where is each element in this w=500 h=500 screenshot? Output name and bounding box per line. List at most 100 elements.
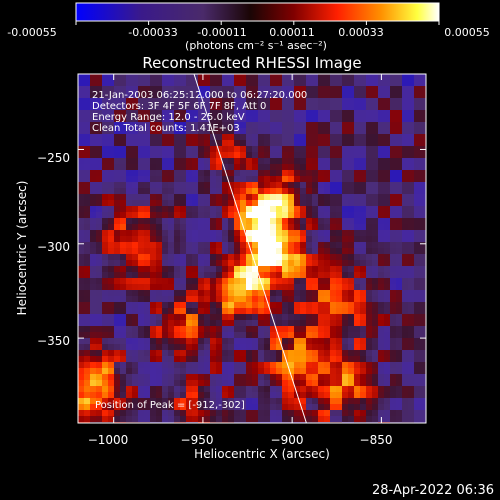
heatmap-cell (294, 362, 300, 368)
heatmap-cell (408, 386, 414, 392)
heatmap-cell (324, 320, 330, 326)
heatmap-cell (336, 248, 342, 254)
heatmap-cell (366, 260, 372, 266)
heatmap-cell (252, 284, 258, 290)
heatmap-cell (306, 386, 312, 392)
heatmap-cell (288, 146, 294, 152)
heatmap-cell (306, 260, 312, 266)
heatmap-cell (216, 98, 222, 104)
heatmap-cell (336, 206, 342, 212)
heatmap-cell (234, 278, 240, 284)
heatmap-cell (180, 314, 186, 320)
heatmap-cell (414, 392, 420, 398)
heatmap-cell (168, 278, 174, 284)
heatmap-cell (216, 302, 222, 308)
heatmap-cell (204, 128, 210, 134)
heatmap-cell (192, 236, 198, 242)
heatmap-cell (342, 170, 348, 176)
heatmap-cell (342, 236, 348, 242)
heatmap-cell (372, 398, 378, 404)
heatmap-cell (174, 86, 180, 92)
heatmap-cell (384, 200, 390, 206)
heatmap-cell (414, 284, 420, 290)
heatmap-cell (228, 326, 234, 332)
heatmap-cell (240, 362, 246, 368)
heatmap-cell (318, 80, 324, 86)
heatmap-cell (210, 386, 216, 392)
heatmap-cell (360, 296, 366, 302)
heatmap-cell (126, 308, 132, 314)
heatmap-cell (234, 98, 240, 104)
heatmap-cell (252, 110, 258, 116)
heatmap-cell (402, 302, 408, 308)
heatmap-cell (126, 296, 132, 302)
heatmap-cell (252, 338, 258, 344)
heatmap-cell (264, 212, 270, 218)
heatmap-cell (270, 164, 276, 170)
heatmap-cell (414, 278, 420, 284)
heatmap-cell (294, 368, 300, 374)
heatmap-cell (390, 302, 396, 308)
heatmap-cell (396, 242, 402, 248)
heatmap-cell (390, 164, 396, 170)
heatmap-cell (210, 86, 216, 92)
heatmap-cell (180, 356, 186, 362)
heatmap-cell (180, 410, 186, 416)
heatmap-cell (228, 104, 234, 110)
heatmap-cell (312, 170, 318, 176)
heatmap-cell (348, 380, 354, 386)
heatmap-cell (198, 380, 204, 386)
heatmap-cell (312, 326, 318, 332)
heatmap-cell (138, 266, 144, 272)
annotation-detectors: Detectors: 3F 4F 5F 6F 7F 8F, Att 0 (92, 101, 266, 112)
heatmap-cell (324, 194, 330, 200)
heatmap-cell (216, 188, 222, 194)
heatmap-cell (354, 248, 360, 254)
heatmap-cell (234, 260, 240, 266)
heatmap-cell (336, 164, 342, 170)
heatmap-cell (402, 416, 408, 422)
heatmap-cell (366, 98, 372, 104)
heatmap-cell (288, 278, 294, 284)
heatmap-cell (408, 218, 414, 224)
heatmap-cell (336, 392, 342, 398)
heatmap-cell (420, 152, 426, 158)
heatmap-cell (384, 194, 390, 200)
heatmap-cell (90, 122, 96, 128)
heatmap-cell (306, 416, 312, 422)
heatmap-cell (342, 284, 348, 290)
heatmap-cell (312, 206, 318, 212)
heatmap-cell (168, 254, 174, 260)
heatmap-cell (318, 290, 324, 296)
heatmap-cell (246, 302, 252, 308)
heatmap-cell (396, 104, 402, 110)
heatmap-cell (174, 302, 180, 308)
heatmap-cell (414, 368, 420, 374)
heatmap-cell (144, 368, 150, 374)
heatmap-cell (276, 230, 282, 236)
heatmap-cell (216, 146, 222, 152)
heatmap-cell (216, 116, 222, 122)
heatmap-cell (210, 380, 216, 386)
heatmap-cell (312, 266, 318, 272)
heatmap-cell (414, 110, 420, 116)
heatmap-cell (384, 308, 390, 314)
heatmap-cell (330, 182, 336, 188)
heatmap-cell (312, 176, 318, 182)
heatmap-cell (396, 230, 402, 236)
heatmap-cell (174, 368, 180, 374)
heatmap-cell (246, 206, 252, 212)
heatmap-cell (246, 272, 252, 278)
heatmap-cell (282, 344, 288, 350)
heatmap-cell (360, 404, 366, 410)
heatmap-cell (276, 398, 282, 404)
heatmap-cell (354, 134, 360, 140)
heatmap-cell (366, 284, 372, 290)
heatmap-cell (138, 272, 144, 278)
heatmap-cell (132, 362, 138, 368)
heatmap-cell (96, 356, 102, 362)
heatmap-cell (90, 170, 96, 176)
heatmap-cell (162, 374, 168, 380)
heatmap-cell (174, 410, 180, 416)
heatmap-cell (396, 326, 402, 332)
